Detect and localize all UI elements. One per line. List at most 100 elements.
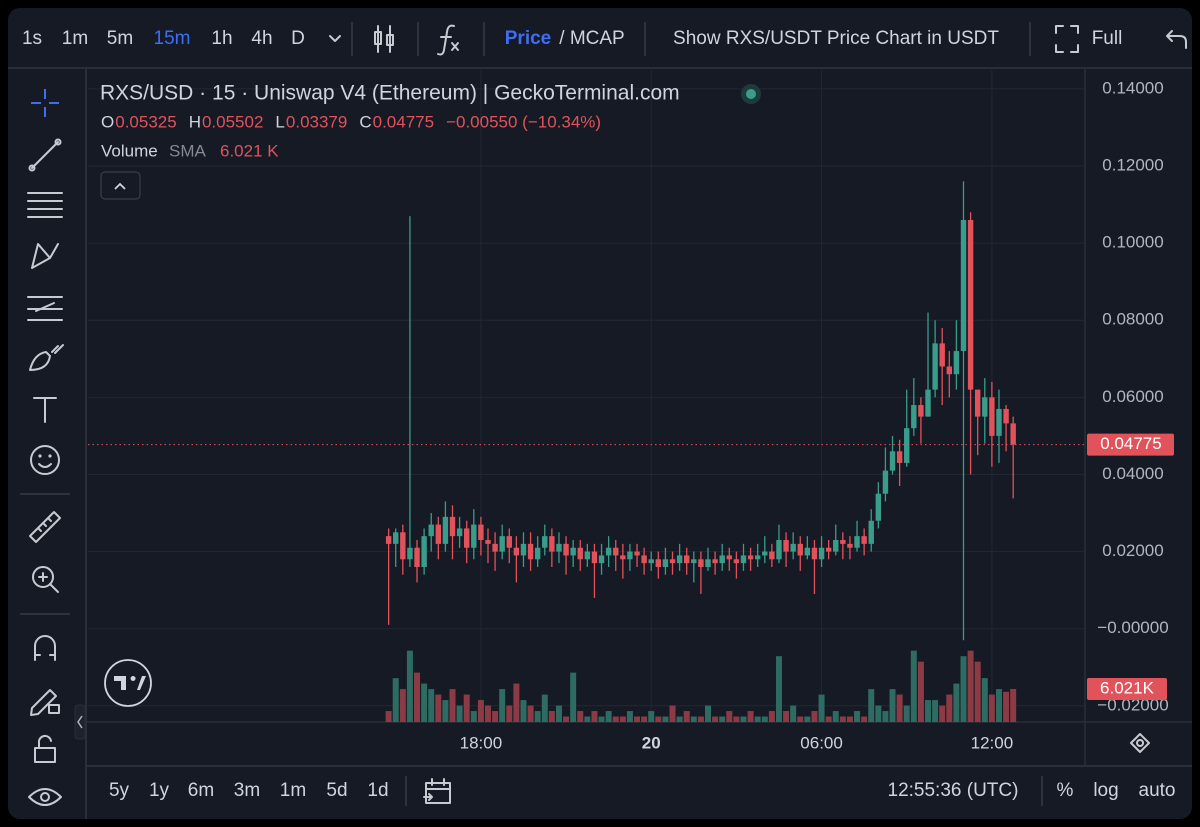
emoji-tool[interactable]	[30, 445, 60, 475]
interval-button[interactable]: 1h	[211, 28, 232, 49]
volume-bar	[861, 716, 868, 722]
indicators-icon[interactable]	[437, 24, 459, 56]
visibility-tool[interactable]	[28, 788, 62, 806]
range-button[interactable]: 1d	[367, 780, 388, 801]
y-tick-label: −0.00000	[1097, 618, 1168, 637]
legend-key: H	[189, 112, 201, 131]
panel	[8, 8, 1192, 819]
ruler-tool[interactable]	[29, 511, 61, 543]
range-button[interactable]: 3m	[234, 780, 260, 801]
lock-tool[interactable]	[34, 734, 56, 763]
last-volume-label: 6.021K	[1100, 678, 1155, 697]
candle-body	[974, 389, 981, 417]
undo-icon[interactable]	[1166, 30, 1187, 49]
legend-value: 0.03379	[286, 112, 347, 131]
lock-drawing-tool[interactable]	[30, 689, 60, 716]
volume-bar	[669, 705, 676, 722]
volume-bar	[1003, 691, 1010, 722]
icon-stroke	[38, 572, 59, 593]
candle-body	[449, 516, 456, 537]
zoom-tool[interactable]	[32, 566, 59, 593]
volume-bar	[875, 705, 882, 722]
interval-button[interactable]: 1m	[62, 28, 88, 49]
fib-tool[interactable]	[27, 192, 63, 218]
candle-body	[989, 397, 995, 436]
brush-tool[interactable]	[29, 344, 64, 371]
forecast-tool[interactable]	[27, 296, 63, 321]
candle-body	[698, 559, 704, 568]
pattern-tool[interactable]	[31, 243, 59, 269]
volume-bar	[634, 716, 641, 722]
candle-body	[542, 536, 548, 548]
candle-body	[662, 559, 669, 568]
overlay: 0.04775 6.021K	[88, 433, 1174, 700]
text-tool[interactable]	[33, 397, 57, 423]
trend-line-tool[interactable]	[31, 141, 59, 169]
candle-body	[400, 532, 406, 560]
candle-body	[407, 547, 413, 560]
full-button[interactable]: Full	[1092, 28, 1123, 49]
collapse-handle[interactable]	[74, 704, 86, 740]
range-button[interactable]: 6m	[188, 780, 214, 801]
magnet-tool[interactable]	[34, 635, 56, 661]
candle-body	[953, 351, 960, 375]
volume-bar	[534, 711, 541, 722]
volume-bar	[555, 705, 562, 722]
candle-body	[414, 547, 420, 568]
interval-button[interactable]: 15m	[154, 28, 191, 49]
icon-stroke	[374, 31, 382, 45]
volume-bar	[697, 716, 704, 722]
y-tick-label: −0.02000	[1097, 695, 1168, 714]
interval-button[interactable]: 4h	[251, 28, 272, 49]
range-button[interactable]: 1y	[149, 780, 170, 801]
volume-bars	[385, 650, 1017, 722]
candle-type-icon[interactable]	[374, 25, 394, 53]
volume-bar	[967, 650, 974, 722]
candle-body	[733, 559, 740, 564]
volume-bar	[811, 711, 818, 722]
clock: 12:55:36 (UTC)	[888, 780, 1019, 801]
date-range-icon[interactable]	[423, 778, 451, 804]
candle-body	[513, 547, 520, 556]
candle-body	[747, 555, 754, 560]
candle-body	[435, 524, 442, 544]
crosshair-tool[interactable]	[31, 89, 59, 117]
candle-body	[868, 520, 874, 544]
candle-body	[577, 547, 583, 560]
axis-settings-icon[interactable]	[1130, 733, 1150, 753]
volume-bar	[882, 711, 889, 722]
dropdown-chevron[interactable]	[329, 35, 341, 42]
collapse-arrow	[77, 715, 83, 729]
fullscreen-icon[interactable]	[1055, 25, 1079, 53]
volume-bar	[832, 711, 839, 722]
candle-body	[641, 555, 647, 564]
scale-option[interactable]: auto	[1139, 780, 1176, 801]
volume-bar	[775, 656, 782, 722]
volume-bar	[995, 689, 1002, 722]
grid: 0.14000 0.12000 0.10000 0.08000 0.06000 0.040…	[88, 70, 1169, 752]
candle-body	[960, 219, 967, 352]
candle-body	[669, 559, 676, 564]
mcap-toggle[interactable]: / MCAP	[559, 28, 624, 49]
volume-bar	[946, 694, 953, 722]
scale-option[interactable]: log	[1093, 780, 1118, 801]
scale-option[interactable]: %	[1057, 780, 1074, 801]
price-toggle[interactable]: Price	[505, 28, 551, 49]
volume-bar	[974, 661, 981, 722]
interval-button[interactable]: D	[291, 28, 305, 49]
volume-bar	[428, 689, 435, 722]
candle-body	[506, 536, 512, 548]
volume-bar	[605, 711, 612, 722]
range-button[interactable]: 5y	[109, 780, 130, 801]
range-button[interactable]: 5d	[326, 780, 347, 801]
candle-body	[896, 451, 903, 463]
pair-switch[interactable]: Show RXS/USDT Price Chart in USDT	[673, 28, 999, 49]
candle-body	[932, 343, 938, 390]
interval-button[interactable]: 5m	[107, 28, 133, 49]
y-tick-label: 0.10000	[1102, 233, 1163, 252]
x-tick-label: 18:00	[460, 733, 503, 752]
candle-body	[918, 405, 924, 417]
candle-body	[428, 524, 434, 537]
range-button[interactable]: 1m	[280, 780, 306, 801]
interval-button[interactable]: 1s	[22, 28, 42, 49]
